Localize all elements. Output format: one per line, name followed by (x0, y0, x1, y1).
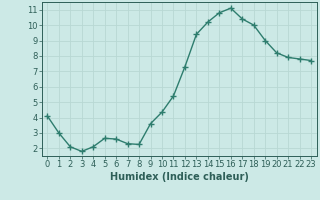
X-axis label: Humidex (Indice chaleur): Humidex (Indice chaleur) (110, 172, 249, 182)
